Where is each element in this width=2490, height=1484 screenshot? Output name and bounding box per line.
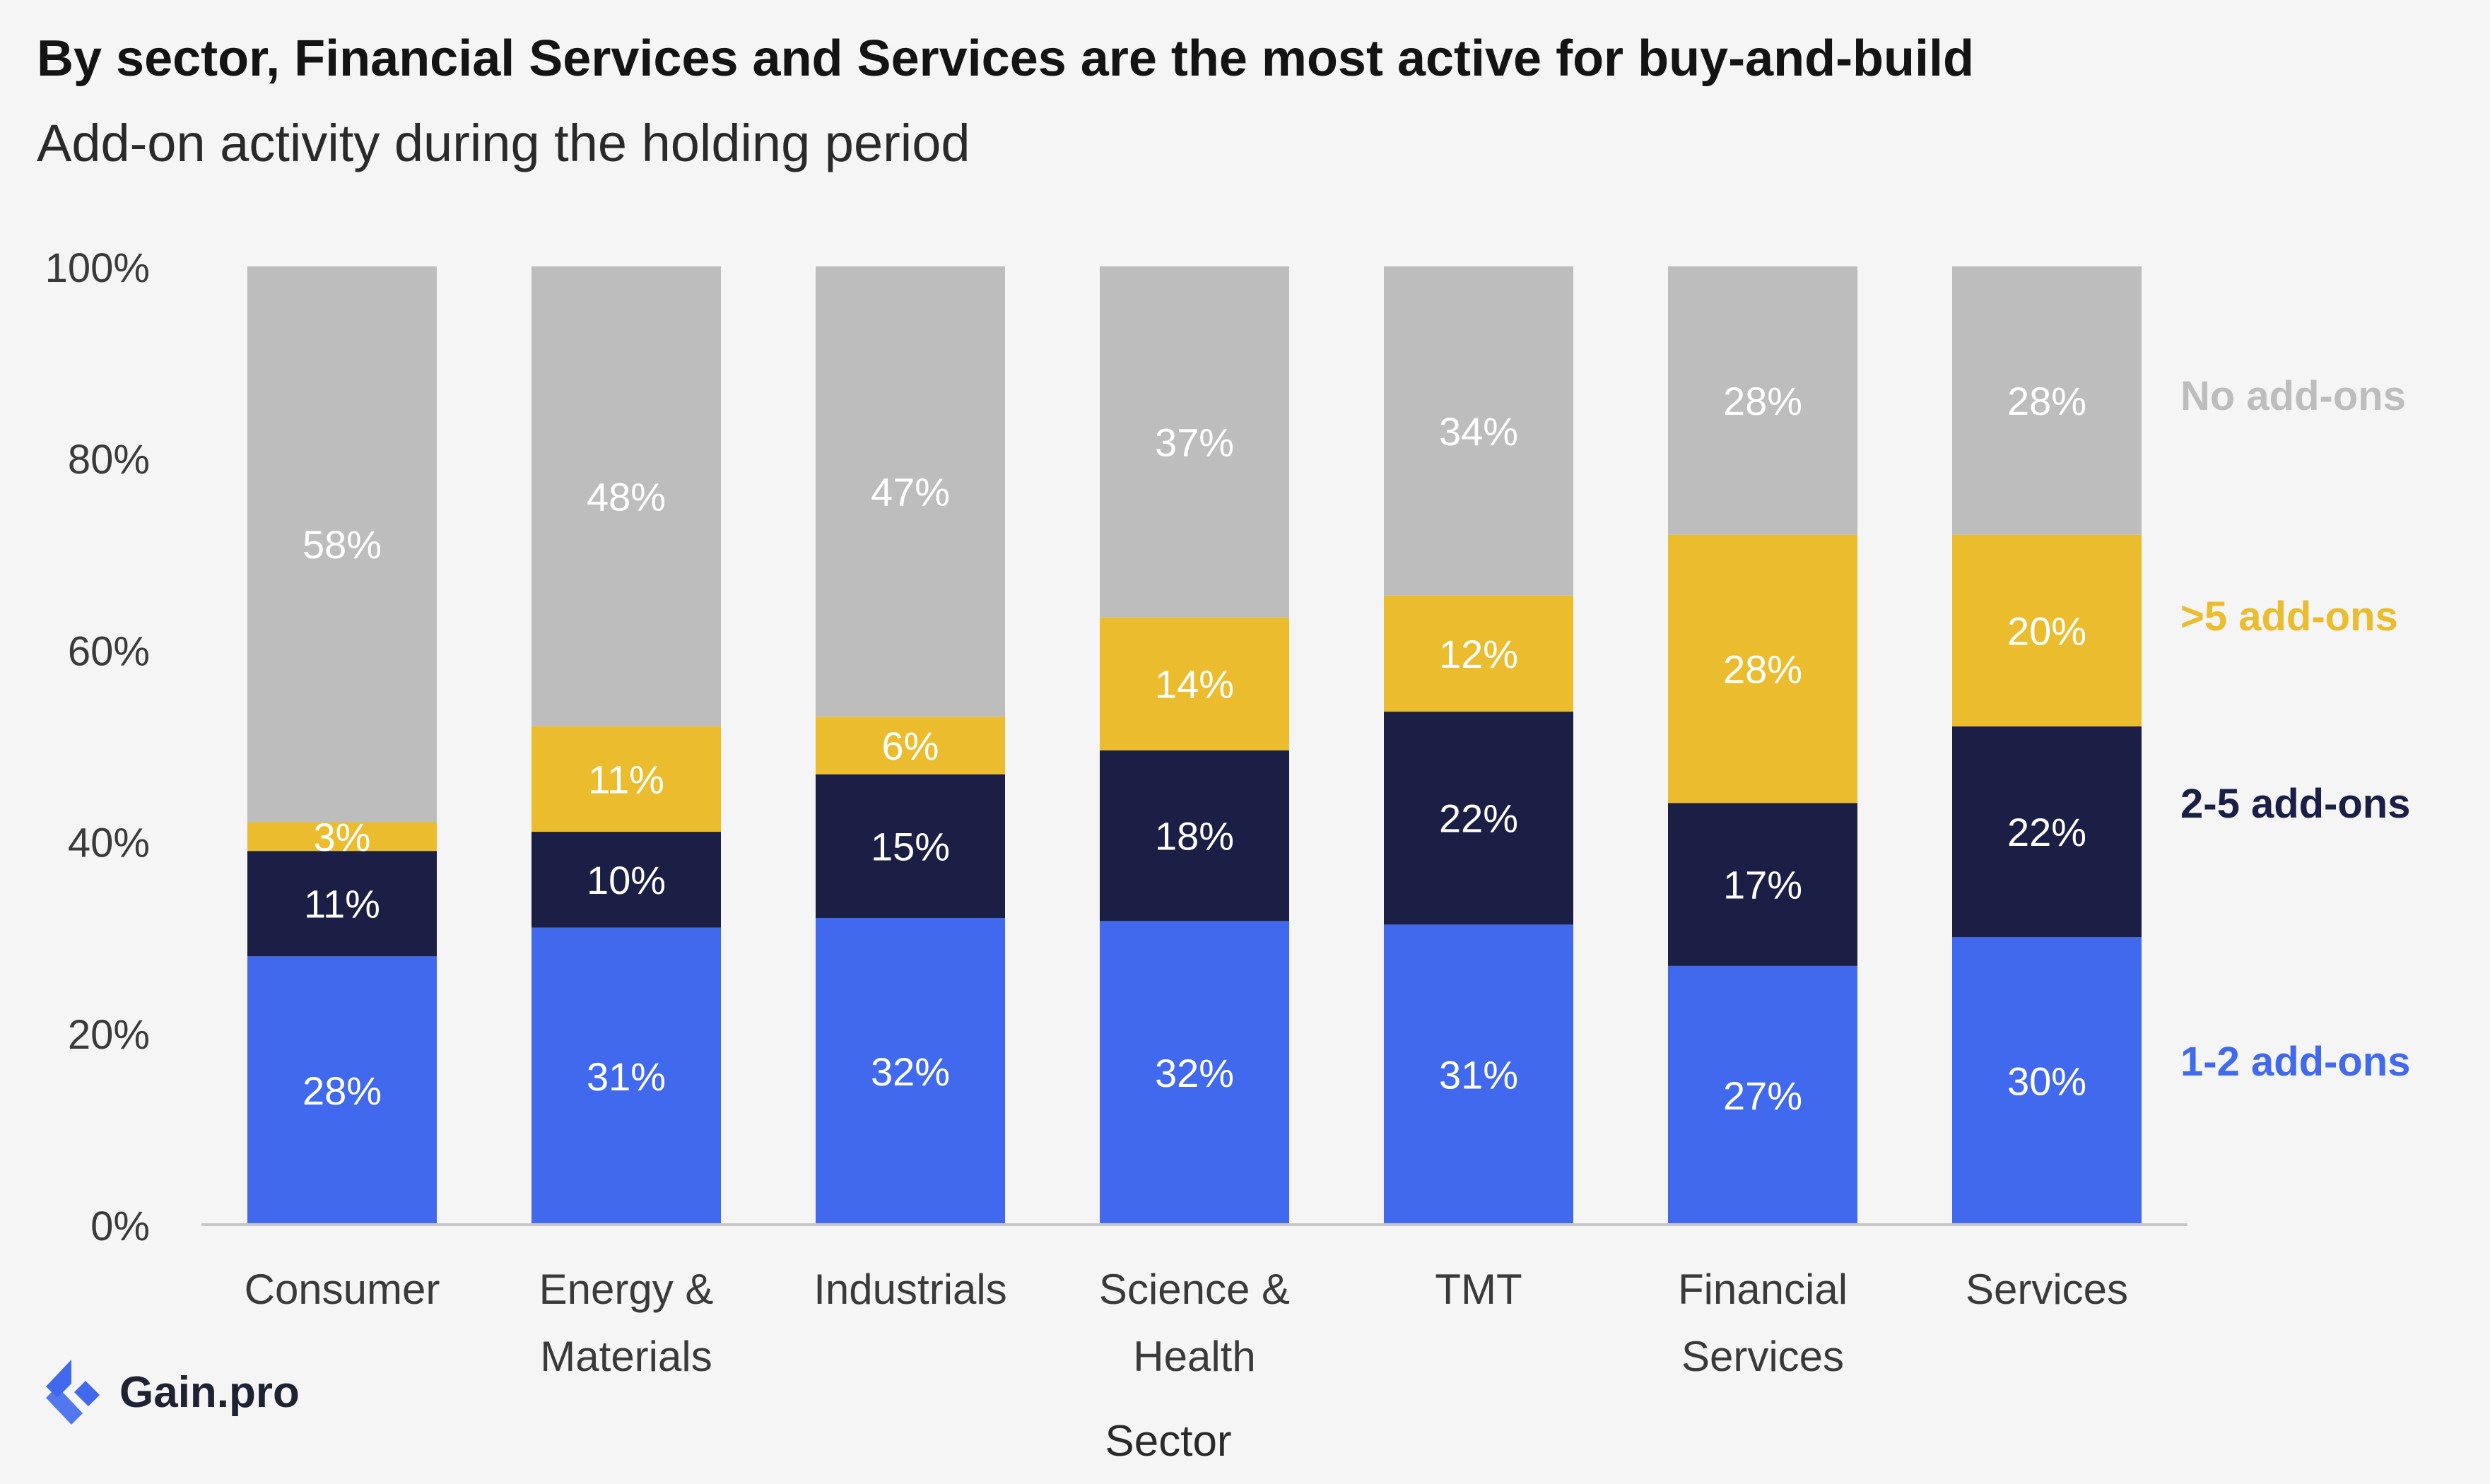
gain-logo-icon — [46, 1360, 100, 1425]
bar-segment — [1952, 726, 2142, 938]
data-label: 12% — [1439, 632, 1518, 676]
bar-segment — [1384, 924, 1573, 1225]
bar-segment — [532, 832, 721, 928]
data-label: 22% — [2007, 810, 2086, 854]
data-label: 32% — [871, 1049, 950, 1094]
data-label: 28% — [303, 1068, 382, 1113]
x-tick-label: Materials — [540, 1333, 712, 1380]
data-label: 30% — [2007, 1059, 2086, 1104]
data-label: 20% — [2007, 608, 2086, 653]
y-tick-label: 80% — [68, 437, 150, 483]
data-label: 17% — [1723, 863, 1802, 907]
data-label: 37% — [1155, 420, 1234, 464]
legend-label: 1-2 add-ons — [2180, 1039, 2411, 1085]
bar-segment — [1952, 534, 2142, 726]
bar-segment — [247, 956, 437, 1225]
x-tick-label: Energy & — [539, 1266, 714, 1313]
data-label: 18% — [1155, 814, 1234, 859]
bar-segment — [247, 266, 437, 823]
data-label: 28% — [1723, 379, 1802, 423]
brand-logo: Gain.pro — [39, 1357, 300, 1427]
data-label: 31% — [587, 1054, 666, 1099]
x-tick-label: Science & — [1099, 1266, 1290, 1313]
bar-segment — [1100, 921, 1289, 1225]
bar-segment — [816, 266, 1005, 717]
x-tick-label: TMT — [1435, 1266, 1522, 1313]
bar-segment — [1668, 965, 1857, 1225]
y-tick-label: 20% — [68, 1012, 150, 1058]
bar-segment — [1100, 266, 1289, 618]
bar-segment — [1952, 266, 2142, 535]
chart-title: By sector, Financial Services and Servic… — [37, 30, 1974, 87]
data-label: 48% — [587, 474, 666, 519]
bar-segment — [1668, 266, 1857, 535]
bar-segment — [247, 822, 437, 852]
data-label: 32% — [1155, 1051, 1234, 1095]
legend-label: >5 add-ons — [2180, 594, 2398, 640]
bar-segment — [816, 918, 1005, 1225]
data-label: 31% — [1439, 1053, 1518, 1097]
bar-segment — [1952, 937, 2142, 1225]
y-tick-label: 40% — [68, 820, 150, 866]
x-axis-title: Sector — [1105, 1417, 1231, 1466]
data-label: 27% — [1723, 1073, 1802, 1118]
bar-segment — [1668, 534, 1857, 803]
data-label: 14% — [1155, 662, 1234, 707]
x-tick-label: Services — [1681, 1333, 1844, 1380]
logo-text: Gain.pro — [119, 1367, 300, 1417]
data-label: 34% — [1439, 409, 1518, 454]
x-tick-label: Services — [1966, 1266, 2128, 1313]
bar-segment — [247, 851, 437, 957]
bar-segment — [1668, 803, 1857, 966]
bar-segment — [1384, 266, 1573, 596]
bar-segment — [816, 774, 1005, 919]
data-label: 15% — [871, 824, 950, 868]
legend-label: 2-5 add-ons — [2180, 781, 2411, 827]
data-label: 11% — [304, 882, 380, 926]
y-tick-label: 60% — [68, 628, 150, 674]
bar-segment — [532, 266, 721, 726]
data-label: 47% — [871, 470, 950, 514]
bar-segment — [532, 927, 721, 1225]
data-label: 6% — [882, 724, 939, 768]
chart-subtitle: Add-on activity during the holding perio… — [37, 114, 970, 172]
bar-segment — [816, 717, 1005, 775]
x-tick-label: Consumer — [245, 1266, 440, 1313]
data-label: 22% — [1439, 796, 1518, 841]
x-tick-label: Financial — [1678, 1266, 1848, 1313]
x-tick-label: Industrials — [814, 1266, 1006, 1313]
bar-segment — [1100, 750, 1289, 921]
data-label: 10% — [587, 858, 666, 902]
bar-segment — [532, 726, 721, 832]
bar-segment — [1384, 595, 1573, 712]
data-label: 58% — [303, 522, 382, 567]
bar-segment — [1100, 617, 1289, 750]
bar-segment — [1384, 712, 1573, 925]
x-tick-label: Health — [1133, 1333, 1255, 1380]
y-tick-label: 0% — [90, 1203, 150, 1249]
legend-label: No add-ons — [2180, 373, 2406, 419]
data-label: 28% — [1723, 647, 1802, 692]
y-tick-label: 100% — [45, 245, 150, 291]
data-label: 28% — [2007, 379, 2086, 423]
data-label: 11% — [588, 757, 664, 801]
